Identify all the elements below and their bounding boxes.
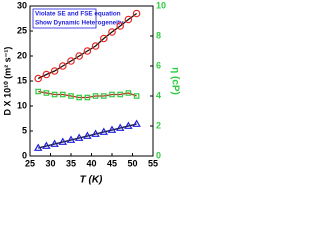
x-tick-label: 45 [107,158,117,168]
data-point [100,34,108,43]
data-point [58,137,68,145]
data-point [33,143,43,151]
data-point [74,133,84,141]
x-tick-label: 30 [45,158,55,168]
data-point [115,123,125,131]
x-tick-label: 25 [25,158,35,168]
annotation: Show Dynamic Heterogeneity [35,20,124,27]
x-tick-label: 35 [66,158,76,168]
data-point [35,88,42,95]
plot-frame [29,5,154,157]
x-tick-label: 50 [127,158,137,168]
data-point [124,15,133,24]
data-point [132,9,141,18]
y2-tick-label: 0 [156,150,161,160]
data-point [83,131,92,139]
y2-tick-label: 6 [156,60,161,70]
y-tick-label: 15 [17,75,27,85]
data-point [107,125,117,133]
data-point [99,127,109,135]
data-point [133,93,140,99]
data-point [91,42,100,50]
data-point [42,141,51,149]
data-point [116,22,125,30]
y-tick-label: 10 [17,100,27,110]
series-line [38,90,137,99]
data-point [125,90,132,96]
data-point [76,94,83,101]
y-tick-label: 30 [17,0,27,10]
data-point [34,74,43,83]
x-tick-label: 40 [86,158,96,168]
x-axis-label: T (K) [80,175,103,186]
data-point [50,67,59,75]
y-tick-label: 5 [22,125,27,135]
annotation-box [32,8,97,29]
y2-axis-label: η (cP) [169,67,180,95]
data-point [50,139,59,147]
y2-tick-label: 8 [156,30,161,40]
data-point [132,119,141,127]
chart: Violate SE and FSE equation Show Dynamic… [2,0,180,186]
data-point [92,93,99,99]
data-point [43,90,50,96]
y-tick-label: 0 [22,150,27,160]
y-tick-label: 25 [17,25,27,35]
data-point [75,52,84,60]
x-tick-label: 55 [148,158,158,168]
data-point [91,129,100,137]
annotation: Violate SE and FSE equation [35,11,121,18]
y2-tick-label: 2 [156,120,161,130]
data-point [51,91,58,98]
data-point [124,121,133,129]
series-line [37,12,137,80]
y-axis-label: D X 10¹⁰ (m² s⁻¹) [2,47,12,116]
data-point [59,91,66,98]
data-point [42,70,51,79]
data-point [117,91,124,98]
data-point [84,94,91,101]
series-line [38,123,137,149]
data-point [58,62,67,70]
data-point [83,47,92,55]
data-point [67,57,75,65]
data-point [100,93,107,99]
data-point [66,135,76,143]
y2-tick-label: 4 [156,90,161,100]
data-point [108,28,116,36]
y-tick-label: 20 [17,50,27,60]
data-point [109,91,115,98]
y2-tick-label: 10 [156,0,166,10]
data-point [68,93,74,99]
